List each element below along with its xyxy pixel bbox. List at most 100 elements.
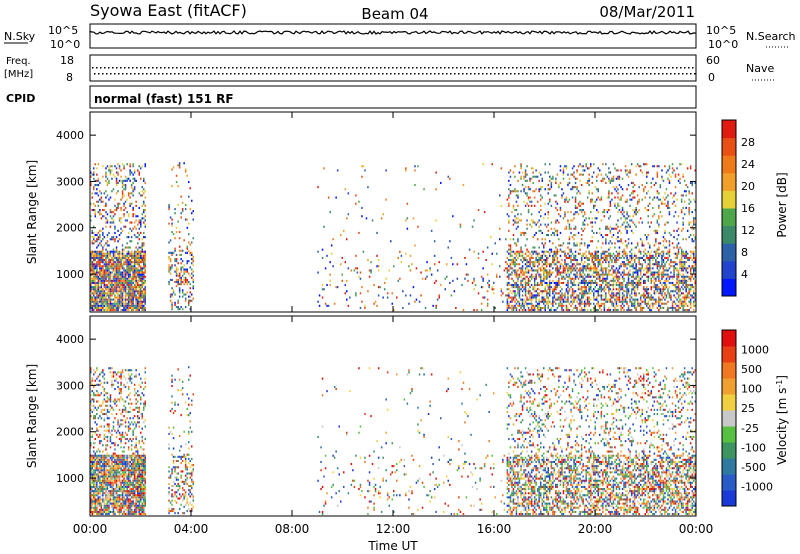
- power-cell: [108, 273, 110, 276]
- power-cell: [564, 261, 566, 264]
- nave-point: [322, 73, 324, 75]
- power-cell: [593, 265, 595, 268]
- power-cell: [130, 302, 133, 305]
- power-cell: [656, 275, 659, 278]
- power-cell: [549, 273, 551, 276]
- power-cell: [538, 219, 540, 222]
- power-cell: [433, 263, 436, 266]
- power-cell: [91, 279, 94, 282]
- power-cell: [655, 252, 657, 255]
- power-cell: [96, 200, 98, 203]
- power-cell: [680, 211, 683, 214]
- power-cell: [686, 284, 689, 287]
- power-cell: [535, 273, 537, 276]
- power-cell: [555, 298, 557, 301]
- power-cell: [585, 298, 587, 301]
- power-cell: [486, 298, 489, 301]
- power-cell: [189, 243, 192, 246]
- power-cell: [508, 259, 510, 262]
- power-cell: [188, 272, 190, 275]
- nave-point: [566, 73, 568, 75]
- power-cell: [117, 261, 119, 264]
- power-cell: [108, 259, 110, 262]
- power-cell: [341, 273, 344, 276]
- power-cell: [137, 269, 139, 272]
- power-cell: [647, 306, 650, 309]
- power-cell: [550, 177, 553, 180]
- power-cell: [138, 273, 141, 276]
- power-cell: [180, 249, 182, 252]
- power-cell: [683, 300, 686, 303]
- power-cell: [552, 292, 554, 295]
- power-cell: [91, 288, 94, 291]
- power-cell: [102, 215, 104, 218]
- power-cell: [590, 211, 592, 214]
- power-cell: [168, 264, 170, 267]
- power-cell: [140, 304, 142, 307]
- power-cell: [123, 263, 125, 266]
- power-cell: [111, 288, 113, 291]
- power-cell: [524, 271, 527, 274]
- power-cell: [626, 263, 628, 266]
- power-cell: [506, 309, 509, 312]
- power-cell: [641, 294, 644, 297]
- power-cell: [599, 277, 601, 280]
- power-cell: [120, 296, 122, 299]
- power-cell: [661, 256, 663, 259]
- power-cell: [600, 246, 603, 249]
- power-cell: [126, 236, 128, 239]
- power-cell: [602, 242, 604, 245]
- power-cell: [685, 275, 687, 278]
- power-cell: [573, 292, 575, 295]
- nave-point: [246, 73, 248, 75]
- power-cell: [132, 254, 134, 257]
- power-cell: [614, 196, 616, 199]
- power-cell: [603, 215, 606, 218]
- power-cell: [573, 277, 575, 280]
- power-cell: [192, 237, 195, 240]
- power-cell: [635, 309, 637, 312]
- power-cell: [106, 279, 109, 282]
- power-cell: [106, 269, 109, 272]
- power-cell: [685, 284, 687, 287]
- power-cell: [90, 267, 92, 270]
- power-cell: [626, 256, 628, 259]
- power-cell: [667, 288, 669, 291]
- power-cell: [514, 165, 516, 168]
- power-cell: [574, 177, 577, 180]
- power-cell: [111, 271, 113, 274]
- power-cell: [135, 298, 137, 301]
- freq-right-tick-low: 0: [708, 71, 715, 84]
- power-cell: [120, 284, 122, 287]
- power-cell: [567, 284, 569, 287]
- power-cell: [108, 296, 110, 299]
- power-cell: [686, 294, 689, 297]
- power-cell: [112, 269, 115, 272]
- power-cell: [626, 300, 628, 303]
- power-cell: [561, 294, 563, 297]
- power-cell: [593, 275, 595, 278]
- power-cell: [382, 213, 384, 216]
- power-cell: [535, 304, 537, 307]
- power-cell: [109, 275, 112, 278]
- power-cell: [568, 267, 571, 270]
- power-cell: [558, 281, 560, 284]
- power-cell: [590, 275, 592, 278]
- power-cell: [99, 254, 101, 257]
- power-cell: [540, 273, 542, 276]
- power-cell: [529, 179, 531, 182]
- power-cell: [102, 281, 104, 284]
- power-cell: [520, 298, 522, 301]
- power-cell: [550, 281, 553, 284]
- power-cell: [665, 279, 668, 282]
- power-cell: [574, 304, 577, 307]
- power-cell: [141, 246, 144, 249]
- power-cell: [137, 256, 139, 259]
- power-cell: [127, 194, 130, 197]
- power-cell: [641, 300, 644, 303]
- power-cell: [408, 265, 410, 268]
- power-cell: [117, 279, 119, 282]
- freq-point: [96, 67, 98, 69]
- power-cell: [135, 277, 137, 280]
- power-cell: [577, 263, 580, 266]
